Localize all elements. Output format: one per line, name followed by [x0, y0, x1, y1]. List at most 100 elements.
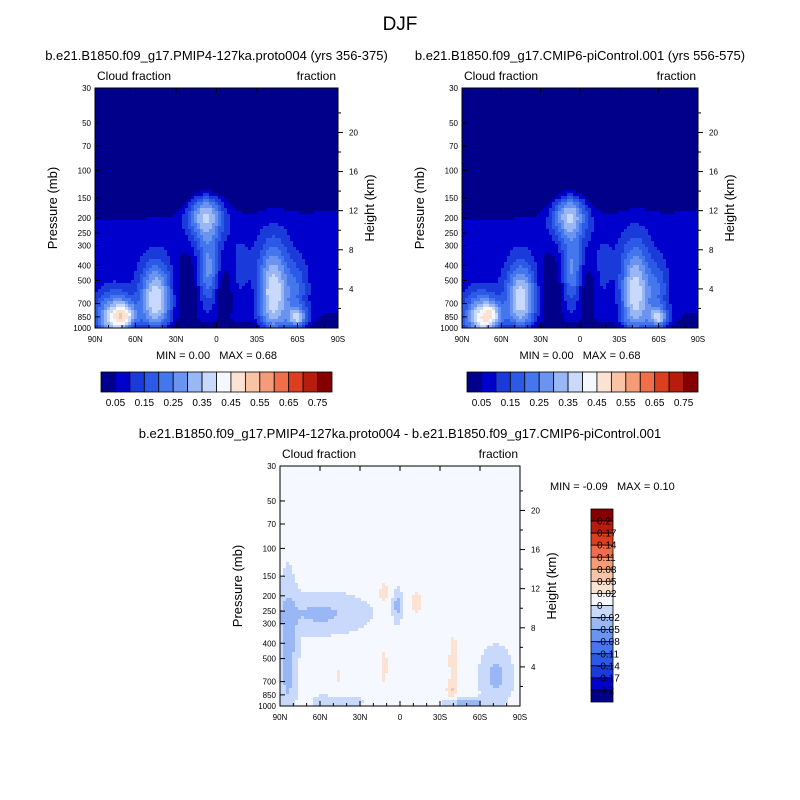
heatmap-cell [110, 157, 114, 161]
heatmap-cell [164, 118, 168, 122]
heatmap-cell [167, 163, 171, 167]
heatmap-cell [200, 136, 204, 140]
heatmap-cell [320, 109, 324, 113]
heatmap-cell [110, 106, 114, 110]
heatmap-cell [314, 223, 318, 227]
heatmap-cell [188, 250, 192, 254]
heatmap-cell [104, 172, 108, 176]
heatmap-cell [104, 217, 108, 221]
heatmap-cell [110, 178, 114, 182]
heatmap-cell [233, 241, 237, 245]
heatmap-cell [137, 232, 141, 236]
heatmap-cell [320, 250, 324, 254]
heatmap-cell [281, 139, 285, 143]
heatmap-cell [104, 214, 108, 218]
heatmap-cell [248, 214, 252, 218]
heatmap-cell [131, 163, 135, 167]
heatmap-cell [188, 136, 192, 140]
heatmap-cell [275, 232, 279, 236]
heatmap-cell [140, 169, 144, 173]
heatmap-cell [173, 259, 177, 263]
heatmap-cell [203, 142, 207, 146]
heatmap-cell [152, 166, 156, 170]
heatmap-cell [101, 94, 105, 98]
heatmap-cell [284, 241, 288, 245]
heatmap-cell [314, 172, 318, 176]
heatmap-cell [128, 178, 132, 182]
heatmap-cell [233, 115, 237, 119]
heatmap-cell [251, 100, 255, 104]
heatmap-cell [200, 139, 204, 143]
heatmap-cell [269, 166, 273, 170]
heatmap-cell [119, 115, 123, 119]
heatmap-cell [173, 124, 177, 128]
heatmap-cell [284, 262, 288, 266]
heatmap-cell [236, 106, 240, 110]
heatmap-cell [236, 223, 240, 227]
heatmap-cell [323, 223, 327, 227]
heatmap-cell [326, 121, 330, 125]
heatmap-cell [185, 253, 189, 257]
heatmap-cell [323, 97, 327, 101]
heatmap-cell [119, 103, 123, 107]
heatmap-cell [101, 124, 105, 128]
heatmap-cell [206, 91, 210, 95]
heatmap-cell [167, 247, 171, 251]
heatmap-cell [314, 148, 318, 152]
heatmap-cell [131, 256, 135, 260]
heatmap-cell [131, 166, 135, 170]
heatmap-cell [263, 130, 267, 134]
heatmap-cell [263, 244, 267, 248]
heatmap-cell [206, 121, 210, 125]
heatmap-cell [251, 217, 255, 221]
heatmap-cell [233, 148, 237, 152]
heatmap-cell [149, 199, 153, 203]
heatmap-cell [101, 142, 105, 146]
heatmap-cell [257, 181, 261, 185]
heatmap-cell [197, 265, 201, 269]
heatmap-cell [116, 145, 120, 149]
heatmap-cell [314, 109, 318, 113]
heatmap-cell [215, 271, 219, 275]
heatmap-cell [104, 220, 108, 224]
heatmap-cell [122, 97, 126, 101]
heatmap-cell [230, 262, 234, 266]
heatmap-cell [119, 145, 123, 149]
heatmap-cell [137, 121, 141, 125]
heatmap-cell [104, 262, 108, 266]
heatmap-cell [245, 154, 249, 158]
heatmap-cell [221, 151, 225, 155]
heatmap-cell [113, 202, 117, 206]
heatmap-cell [290, 106, 294, 110]
heatmap-cell [122, 151, 126, 155]
heatmap-cell [137, 157, 141, 161]
heatmap-cell [155, 244, 159, 248]
heatmap-cell [263, 256, 267, 260]
heatmap-cell [281, 151, 285, 155]
heatmap-cell [95, 253, 99, 257]
heatmap-cell [296, 124, 300, 128]
heatmap-cell [125, 139, 129, 143]
heatmap-cell [146, 244, 150, 248]
heatmap-cell [173, 271, 177, 275]
heatmap-cell [335, 148, 339, 152]
heatmap-cell [158, 100, 162, 104]
heatmap-cell [239, 184, 243, 188]
heatmap-cell [308, 91, 312, 95]
heatmap-cell [269, 184, 273, 188]
heatmap-cell [317, 202, 321, 206]
heatmap-cell [191, 250, 195, 254]
heatmap-cell [224, 124, 228, 128]
heatmap-cell [167, 100, 171, 104]
heatmap-cell [257, 151, 261, 155]
heatmap-cell [335, 88, 339, 92]
heatmap-cell [320, 235, 324, 239]
heatmap-cell [209, 184, 213, 188]
heatmap-cell [143, 211, 147, 215]
heatmap-cell [164, 253, 168, 257]
heatmap-cell [125, 196, 129, 200]
heatmap-cell [101, 265, 105, 269]
heatmap-cell [254, 112, 258, 116]
heatmap-cell [119, 256, 123, 260]
left-string: Cloud fraction [97, 69, 171, 83]
